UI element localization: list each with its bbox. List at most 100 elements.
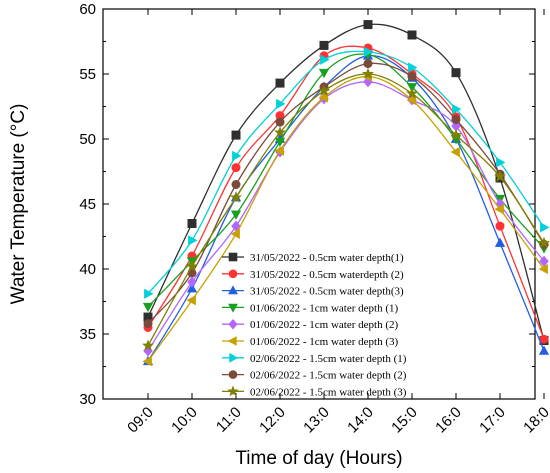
legend-label: 01/06/2022 - 1cm water depth (2) [250,319,398,331]
y-tick-label: 55 [79,66,96,83]
series-line [147,73,545,347]
data-point [319,40,329,50]
data-point [318,92,328,103]
x-tick-label: 10:0 [168,404,201,437]
x-tick-label: 15:0 [388,404,421,437]
data-point [451,68,461,78]
x-axis-title: Time of day (Hours) [235,448,402,469]
series-line [147,81,545,352]
data-point [538,236,550,249]
data-point [407,72,417,82]
series-9 [142,67,550,351]
data-point [363,59,373,69]
data-point [538,345,550,355]
data-point [143,319,153,329]
data-point [274,145,284,156]
data-point [142,356,152,367]
series-line [147,75,545,362]
data-point [229,352,239,363]
data-point [228,252,238,262]
x-tick-label: 16:0 [432,404,465,437]
data-point [494,237,506,247]
y-tick-label: 35 [79,326,96,343]
data-point [320,54,330,65]
series-line [147,45,545,340]
data-point [494,204,504,215]
data-point [362,67,374,80]
data-point [496,157,506,168]
x-tick-label: 12:0 [256,404,289,437]
y-tick-label: 45 [79,196,96,213]
data-point [275,78,285,88]
data-point [364,46,374,58]
series-2 [143,43,549,344]
x-tick-label: 11:0 [213,404,245,436]
legend-item: 31/05/2022 - 0.5cm waterdepth (2) [222,269,404,281]
series-line [147,23,545,341]
series-7 [144,46,550,299]
legend-item: 02/06/2022 - 1.5cm water depth (2) [222,370,407,382]
data-point [228,285,238,295]
y-tick-label: 30 [79,391,96,408]
legend-label: 31/05/2022 - 0.5cm water depth(1) [250,252,404,264]
data-point [232,150,242,162]
data-point [187,219,197,229]
data-point [231,180,241,190]
data-point [540,222,550,233]
legend-label: 31/05/2022 - 0.5cm waterdepth (2) [250,269,404,281]
data-point [450,128,462,141]
data-point [538,263,548,275]
data-point [406,87,418,99]
data-point [227,385,239,397]
data-point [228,318,238,330]
legend-label: 01/06/2022 - 1cm water depth (1) [250,302,398,314]
legend-item: 01/06/2022 - 1cm water depth (2) [222,318,398,331]
x-tick-label: 09:0 [124,404,157,437]
series-line [147,50,545,295]
data-point [230,191,242,203]
data-point [188,235,198,246]
data-point [451,115,461,125]
data-point [142,302,154,313]
data-point [186,283,198,293]
data-point [494,170,506,182]
data-point [274,126,286,138]
data-point [231,130,241,140]
plot-frame [102,8,536,400]
x-tick-label: 18:0 [520,404,550,437]
data-point [142,339,154,351]
data-point [495,221,505,231]
data-point [230,228,240,240]
legend-label: 01/06/2022 - 1cm water depth (3) [250,336,398,348]
data-point [276,98,286,110]
legend: 31/05/2022 - 0.5cm water depth(1) 31/05/2… [222,252,407,398]
legend-item: 31/05/2022 - 0.5cm water depth(1) [222,252,404,264]
legend-item: 02/06/2022 - 1.5cm water depth (1) [222,353,407,365]
data-point [318,84,330,97]
legend-item: 02/06/2022 - 1.5cm water depth (3) [222,385,407,398]
x-tick-label: 14:0 [344,404,377,437]
x-tick-label: 13:0 [300,404,333,437]
data-point [228,303,238,313]
legend-label: 02/06/2022 - 1.5cm water depth (3) [250,386,407,398]
series-layer [142,20,550,367]
data-point [144,288,154,299]
x-tick-label: 17:0 [476,404,509,437]
data-point [363,20,373,30]
data-point [231,163,241,173]
data-point [450,146,460,158]
legend-item: 31/05/2022 - 0.5cm water depth(3) [222,285,404,298]
data-point [186,295,196,306]
legend-label: 02/06/2022 - 1.5cm water depth (1) [250,353,407,365]
data-point [408,62,418,73]
data-point [274,137,286,148]
data-point [406,94,416,106]
data-point [452,103,462,115]
series-line [147,53,545,308]
legend-item: 01/06/2022 - 1cm water depth (3) [222,336,398,348]
legend-label: 31/05/2022 - 0.5cm water depth(3) [250,286,404,298]
data-point [407,30,417,40]
data-point [227,336,237,346]
y-tick-label: 40 [79,261,96,278]
